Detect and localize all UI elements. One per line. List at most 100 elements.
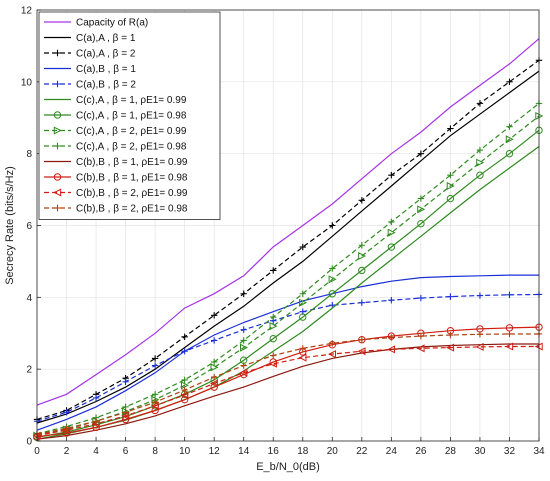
data-point [358,336,366,343]
data-point [329,340,336,347]
legend-item: C(c),A , β = 2, ρE1= 0.98 [44,142,187,153]
data-point [180,391,189,400]
series-line [36,333,539,436]
legend-label: C(a),B , β = 1 [76,64,136,75]
data-point [53,126,62,135]
series-1 [36,70,540,424]
x-tick-label: 14 [238,446,250,457]
data-point [417,220,425,228]
series-3 [36,274,539,431]
x-tick-label: 34 [533,446,545,457]
data-point [122,403,129,411]
data-point [329,265,336,272]
data-point [299,298,308,307]
legend-box [38,11,221,220]
x-tick-label: 2 [64,446,70,457]
data-point [476,158,485,167]
data-point [417,294,425,302]
data-point [387,345,396,354]
legend-label: C(b),B , β = 1, ρE1= 0.99 [76,157,188,168]
data-point [299,313,307,321]
legend-item: C(b),B , β = 1, ρE1= 0.98 [44,173,188,184]
data-point [476,292,484,299]
x-tick-label: 6 [123,446,129,457]
legend-label: C(a),A , β = 1 [76,33,136,44]
data-point [210,373,218,381]
series-line [36,146,540,440]
data-point [181,333,188,341]
data-point [447,331,454,339]
data-point [446,181,455,191]
legend-label: C(c),A , β = 1, ρE1= 0.98 [76,111,187,122]
x-tick-label: 12 [209,446,221,457]
data-point [417,205,426,214]
data-point [240,343,249,352]
data-point [506,123,513,130]
x-tick-label: 26 [415,446,427,457]
data-point [476,100,484,107]
data-point [210,312,218,319]
data-point [506,291,513,299]
data-point [328,275,337,284]
data-point [209,379,218,388]
y-tick-label: 12 [21,6,33,17]
data-point [388,218,395,226]
x-tick-label: 24 [386,446,398,457]
series-9 [36,343,539,440]
data-point [417,195,425,202]
data-point [240,290,247,297]
data-point [239,368,248,377]
series-line [36,59,540,420]
data-point [181,348,188,355]
x-tick-label: 32 [504,446,516,457]
data-point [299,290,306,297]
data-point [54,142,61,150]
data-point [387,243,396,251]
data-point [358,242,366,249]
data-point [329,222,336,229]
series-layer [32,38,544,442]
x-tick-label: 10 [179,446,191,457]
legend: Capacity of R(a) C(a),A , β = 1 C(a),A , β… [38,11,221,220]
legend-item: Capacity of R(a) [44,18,148,29]
data-point [151,399,159,406]
data-point [446,343,455,352]
y-tick-label: 2 [26,365,32,376]
data-point [328,290,336,298]
x-tick-label: 28 [445,446,457,457]
series-line [36,274,539,431]
data-point [63,425,70,432]
y-tick-label: 6 [26,221,32,232]
y-tick-label: 8 [26,149,32,160]
legend-item: C(c),A , β = 1, ρE1= 0.99 [44,95,187,106]
legend-label: C(b),B , β = 1, ρE1= 0.98 [76,173,188,184]
series-line [36,102,540,435]
data-point [299,345,306,352]
data-point [505,342,514,351]
series-line [36,343,539,440]
legend-item: C(b),B , β = 2, ρE1= 0.99 [44,188,188,199]
data-point [447,172,454,179]
data-point [53,188,62,197]
data-point [151,362,159,369]
data-point [210,358,218,366]
x-axis-label: E_b/N_0(dB) [256,461,320,473]
x-tick-label: 0 [34,446,40,457]
data-point [53,111,62,119]
legend-item: C(a),A , β = 2 [44,49,136,60]
data-point [388,172,395,179]
data-point [92,418,100,425]
x-tick-label: 18 [297,446,309,457]
data-point [506,330,513,338]
x-tick-label: 8 [152,446,158,457]
series-5 [36,146,540,440]
data-point [54,80,61,88]
y-tick-label: 10 [21,77,33,88]
series-line [36,115,540,437]
data-point [327,350,336,359]
data-point [210,363,219,372]
data-point [298,353,307,362]
legend-item: C(c),A , β = 2, ρE1= 0.99 [44,126,187,137]
data-point [240,337,247,344]
